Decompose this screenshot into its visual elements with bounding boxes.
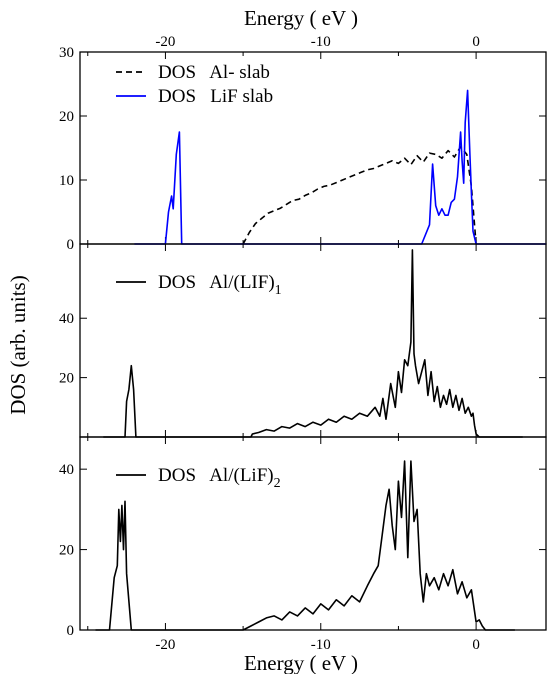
y-tick-label: 0 [67,237,75,253]
y-axis-title: DOS (arb. units) [6,275,30,414]
panel-al-lif-1: 20 40 DOS Al/(LIF)1 [59,243,547,438]
x-tick-label: -10 [311,34,331,50]
y-tick-label: 20 [59,371,74,387]
legend-label: DOS Al- slab [158,62,270,83]
legend-label-subscript: 2 [274,476,281,491]
plot-frame [79,243,547,438]
series-line [103,249,523,438]
top-x-axis-title: Energy ( eV ) [244,6,358,30]
y-tick-label: 20 [59,543,74,559]
series-line [242,145,477,245]
y-tick-label: 20 [59,109,74,125]
series-line [95,460,515,631]
x-tick-label: -20 [155,34,175,50]
plot-frame [79,51,547,245]
y-tick-label: 0 [67,623,75,639]
series-line [134,89,546,245]
x-tick-label: 0 [472,637,480,653]
legend-label-subscript: 1 [275,283,282,298]
plot-frame [79,436,547,631]
panel-al-slab-lif-slab: -20 -10 0 0 10 20 30 DOS Al- slab DOS LiF slab [59,34,547,253]
panel-al-lif-2: -20 -10 0 0 20 40 DOS Al/(LiF)2 [59,436,547,653]
x-tick-label: -20 [155,637,175,653]
y-tick-label: 10 [59,173,74,189]
y-tick-label: 40 [59,462,74,478]
legend-label: DOS LiF slab [158,86,273,107]
legend-label: DOS Al/(LIF)1 [158,272,282,298]
x-tick-label: 0 [472,34,480,50]
y-tick-label: 40 [59,311,74,327]
y-tick-label: 30 [59,45,74,61]
legend-label: DOS Al/(LiF)2 [158,465,281,491]
x-tick-label: -10 [311,637,331,653]
bottom-x-axis-title: Energy ( eV ) [244,651,358,674]
